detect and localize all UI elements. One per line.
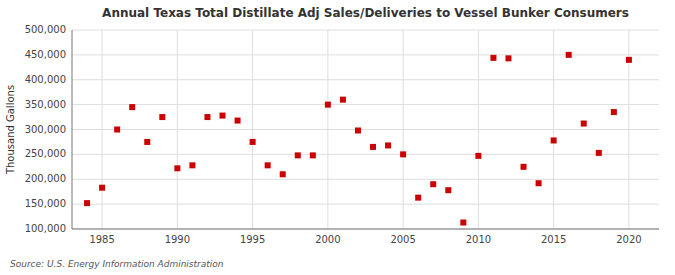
x-grid-line bbox=[327, 30, 328, 229]
point bbox=[220, 113, 226, 119]
point bbox=[505, 55, 511, 61]
point bbox=[310, 152, 316, 158]
y-tick-label: 300,000 bbox=[25, 124, 66, 135]
point bbox=[626, 57, 632, 63]
point bbox=[430, 181, 436, 187]
x-grid-line bbox=[102, 30, 103, 229]
point bbox=[445, 187, 451, 193]
point bbox=[370, 144, 376, 150]
x-tick-label: 2020 bbox=[616, 234, 641, 245]
title: Annual Texas Total Distillate Adj Sales/… bbox=[102, 6, 629, 20]
point bbox=[174, 165, 180, 171]
point bbox=[189, 162, 195, 168]
point bbox=[400, 151, 406, 157]
y-grid-line bbox=[72, 179, 659, 180]
grid bbox=[72, 30, 659, 229]
point bbox=[114, 127, 120, 133]
x-grid-line bbox=[478, 30, 479, 229]
point bbox=[84, 200, 90, 206]
x-tick-label: 1995 bbox=[240, 234, 265, 245]
point bbox=[475, 153, 481, 159]
chart: 100,000 150,000 200,000 250,000 300,000 350,0… bbox=[0, 0, 675, 275]
point bbox=[280, 171, 286, 177]
point bbox=[99, 185, 105, 191]
point bbox=[551, 137, 557, 143]
point bbox=[295, 152, 301, 158]
point bbox=[204, 114, 210, 120]
point bbox=[159, 114, 165, 120]
y-tick-label: 350,000 bbox=[25, 99, 66, 110]
point bbox=[340, 97, 346, 103]
y-grid-line bbox=[72, 104, 659, 105]
point bbox=[611, 109, 617, 115]
point bbox=[536, 180, 542, 186]
tick-labels: 100,000 150,000 200,000 250,000 300,000 350,0… bbox=[25, 24, 642, 245]
y-axis-label: Thousand Gallons bbox=[5, 85, 16, 175]
x-grid-line bbox=[177, 30, 178, 229]
y-tick-label: 500,000 bbox=[25, 24, 66, 35]
x-tick-label: 2000 bbox=[315, 234, 340, 245]
y-grid-line bbox=[72, 30, 659, 31]
point bbox=[144, 139, 150, 145]
point bbox=[325, 102, 331, 108]
point bbox=[265, 162, 271, 168]
point bbox=[581, 121, 587, 127]
y-grid-line bbox=[72, 79, 659, 80]
x-grid-line bbox=[403, 30, 404, 229]
y-tick-label: 400,000 bbox=[25, 74, 66, 85]
point bbox=[415, 195, 421, 201]
x-grid-line bbox=[252, 30, 253, 229]
y-tick-label: 250,000 bbox=[25, 148, 66, 159]
point bbox=[566, 52, 572, 58]
x-tick-label: 1990 bbox=[165, 234, 190, 245]
point bbox=[129, 104, 135, 110]
point bbox=[596, 150, 602, 156]
source-note: Source: U.S. Energy Information Administ… bbox=[10, 259, 224, 269]
background bbox=[0, 0, 675, 275]
point bbox=[460, 220, 466, 226]
point bbox=[355, 127, 361, 133]
y-grid-line bbox=[72, 229, 659, 230]
y-axis-line bbox=[72, 30, 73, 229]
x-axis-line bbox=[72, 229, 659, 230]
x-grid-line bbox=[553, 30, 554, 229]
y-grid-line bbox=[72, 154, 659, 155]
y-tick-label: 450,000 bbox=[25, 49, 66, 60]
x-tick-label: 2005 bbox=[390, 234, 415, 245]
point bbox=[490, 55, 496, 61]
x-tick-label: 2015 bbox=[541, 234, 566, 245]
points bbox=[84, 52, 632, 226]
y-grid-line bbox=[72, 204, 659, 205]
x-tick-label: 2010 bbox=[466, 234, 491, 245]
y-grid-line bbox=[72, 129, 659, 130]
y-tick-label: 150,000 bbox=[25, 198, 66, 209]
point bbox=[521, 164, 527, 170]
x-tick-label: 1985 bbox=[89, 234, 114, 245]
y-tick-label: 100,000 bbox=[25, 223, 66, 234]
y-tick-label: 200,000 bbox=[25, 173, 66, 184]
point bbox=[250, 139, 256, 145]
point bbox=[385, 142, 391, 148]
point bbox=[235, 118, 241, 124]
